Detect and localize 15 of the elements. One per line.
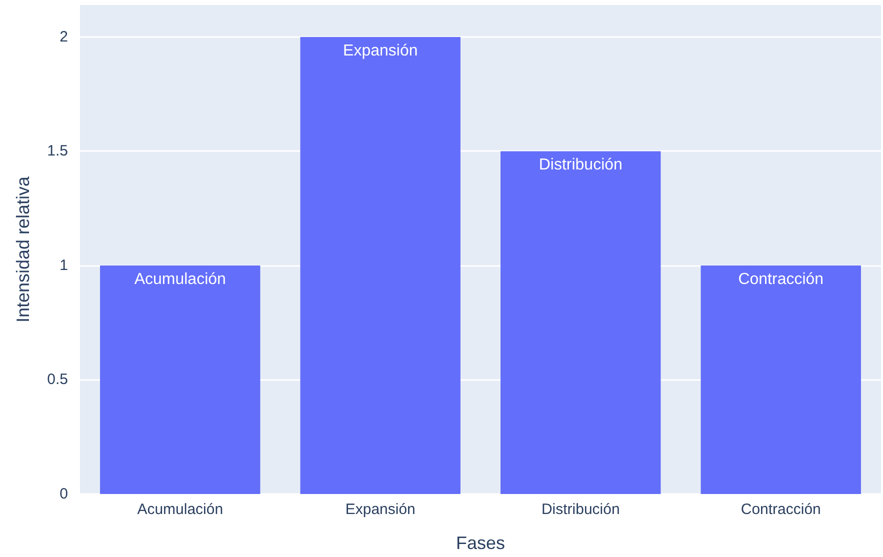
data-label: Acumulación (134, 270, 226, 288)
x-tick-label: Contracción (740, 501, 821, 518)
y-tick-label: 0.5 (47, 371, 68, 388)
x-tick-label: Distribución (541, 501, 620, 518)
data-label: Distribución (538, 156, 622, 174)
y-tick-label: 1 (60, 256, 68, 274)
y-tick-label: 2 (60, 28, 68, 46)
data-label: Expansión (343, 42, 418, 60)
x-tick-label: Acumulación (137, 501, 224, 518)
data-label: Contracción (738, 270, 824, 288)
y-tick-label: 0 (60, 486, 68, 502)
y-axis-title: Intensidad relativa (13, 175, 33, 323)
y-tick-label: 1.5 (47, 142, 68, 160)
x-axis-title: Fases (456, 533, 506, 553)
x-tick-label: Expansión (345, 501, 416, 518)
